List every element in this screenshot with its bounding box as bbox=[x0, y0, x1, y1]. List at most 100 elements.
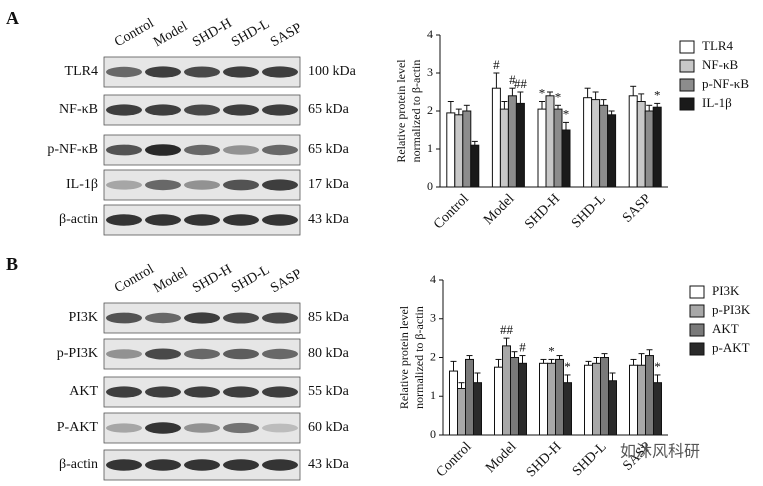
blot-band bbox=[262, 386, 298, 398]
lane-label: Control bbox=[112, 262, 157, 296]
blot-band bbox=[106, 423, 142, 433]
lane-label: SHD-L bbox=[229, 17, 272, 51]
blot-band bbox=[223, 179, 259, 191]
x-tick-label: SHD-H bbox=[524, 439, 565, 480]
legend-label: AKT bbox=[712, 321, 739, 336]
legend-label: TLR4 bbox=[702, 38, 734, 53]
bar bbox=[465, 358, 474, 436]
blot-size: 100 kDa bbox=[308, 64, 357, 79]
blot-name: TLR4 bbox=[65, 64, 98, 79]
bar bbox=[473, 382, 482, 436]
blot-band bbox=[106, 104, 142, 116]
legend-label: p-AKT bbox=[712, 340, 750, 355]
legend-swatch bbox=[679, 40, 695, 54]
bar bbox=[563, 382, 572, 436]
bar bbox=[494, 366, 503, 436]
blot-band bbox=[223, 145, 259, 155]
blot-size: 85 kDa bbox=[308, 310, 350, 325]
significance-marker: * bbox=[539, 85, 546, 100]
blot-name: IL-1β bbox=[66, 177, 98, 192]
legend-label: PI3K bbox=[712, 283, 740, 298]
blot-band bbox=[223, 214, 259, 226]
bar bbox=[584, 364, 593, 436]
blot-band bbox=[106, 214, 142, 226]
blot-band bbox=[184, 144, 220, 156]
blot-size: 55 kDa bbox=[308, 384, 350, 399]
legend-swatch bbox=[689, 323, 705, 337]
y-tick-label: 0 bbox=[427, 179, 433, 193]
bar bbox=[592, 362, 601, 436]
bar bbox=[462, 110, 472, 188]
blot-size: 43 kDa bbox=[308, 212, 350, 227]
blot-band bbox=[262, 214, 298, 226]
bar bbox=[555, 358, 564, 436]
bar bbox=[507, 95, 517, 188]
blot-band bbox=[223, 66, 259, 78]
bar bbox=[446, 112, 456, 188]
significance-marker: * bbox=[548, 343, 555, 358]
y-tick-label: 0 bbox=[430, 427, 436, 441]
significance-marker: * bbox=[654, 87, 661, 102]
blot-name: NF-κB bbox=[59, 102, 98, 117]
bar bbox=[502, 345, 511, 436]
bar bbox=[608, 380, 617, 436]
bar bbox=[491, 87, 501, 188]
significance-marker: * bbox=[555, 89, 562, 104]
lane-label: Control bbox=[112, 16, 157, 50]
blot-band bbox=[184, 214, 220, 226]
legend-swatch bbox=[679, 59, 695, 73]
bar bbox=[545, 95, 555, 188]
bar bbox=[599, 104, 609, 188]
x-tick-label: Control bbox=[434, 439, 475, 480]
bar bbox=[515, 102, 525, 188]
bar bbox=[600, 357, 609, 436]
y-tick-label: 3 bbox=[430, 311, 436, 325]
blot-band bbox=[262, 66, 298, 78]
blot-name: β-actin bbox=[59, 212, 98, 227]
y-tick-label: 4 bbox=[430, 272, 436, 286]
blot-name: AKT bbox=[69, 384, 98, 399]
significance-marker: ## bbox=[500, 322, 514, 337]
panel-label: B bbox=[6, 254, 18, 274]
blot-band bbox=[106, 66, 142, 78]
bar bbox=[629, 364, 638, 436]
bar bbox=[454, 114, 464, 188]
legend-swatch bbox=[689, 285, 705, 299]
blot-band bbox=[262, 348, 298, 360]
blot-band bbox=[262, 144, 298, 156]
lane-label: Model bbox=[151, 19, 190, 50]
blot-band bbox=[184, 459, 220, 471]
blot-band bbox=[145, 66, 181, 78]
lane-label: Model bbox=[151, 265, 190, 296]
blot-band bbox=[106, 386, 142, 398]
x-tick-label: Model bbox=[481, 191, 518, 228]
blot-name: β-actin bbox=[59, 457, 98, 472]
blot-band bbox=[145, 179, 181, 191]
blot-band bbox=[223, 104, 259, 116]
legend-swatch bbox=[689, 304, 705, 318]
blot-name: PI3K bbox=[68, 310, 98, 325]
bar bbox=[510, 357, 519, 436]
lane-label: SASP bbox=[268, 20, 305, 50]
legend-label: p-PI3K bbox=[712, 302, 751, 317]
significance-marker: * bbox=[563, 106, 570, 121]
legend-swatch bbox=[679, 97, 695, 111]
x-tick-label: SHD-L bbox=[569, 191, 609, 231]
y-axis-label: normalized to β-actin bbox=[409, 60, 423, 163]
y-axis-label: normalized to β-actin bbox=[412, 306, 426, 409]
significance-marker: # bbox=[493, 57, 500, 72]
bar bbox=[537, 108, 547, 188]
bar bbox=[607, 114, 617, 188]
x-tick-label: Model bbox=[483, 439, 520, 476]
y-tick-label: 2 bbox=[427, 103, 433, 117]
bar bbox=[539, 362, 548, 436]
significance-marker: * bbox=[654, 359, 661, 374]
bar bbox=[628, 95, 638, 188]
bar bbox=[449, 370, 458, 436]
x-tick-label: SHD-L bbox=[570, 439, 610, 479]
watermark: 如沐风科研 bbox=[620, 442, 700, 461]
bar bbox=[645, 355, 654, 436]
y-axis-label: Relative protein level bbox=[397, 305, 411, 409]
lane-label: SASP bbox=[268, 266, 305, 296]
blot-band bbox=[223, 348, 259, 360]
